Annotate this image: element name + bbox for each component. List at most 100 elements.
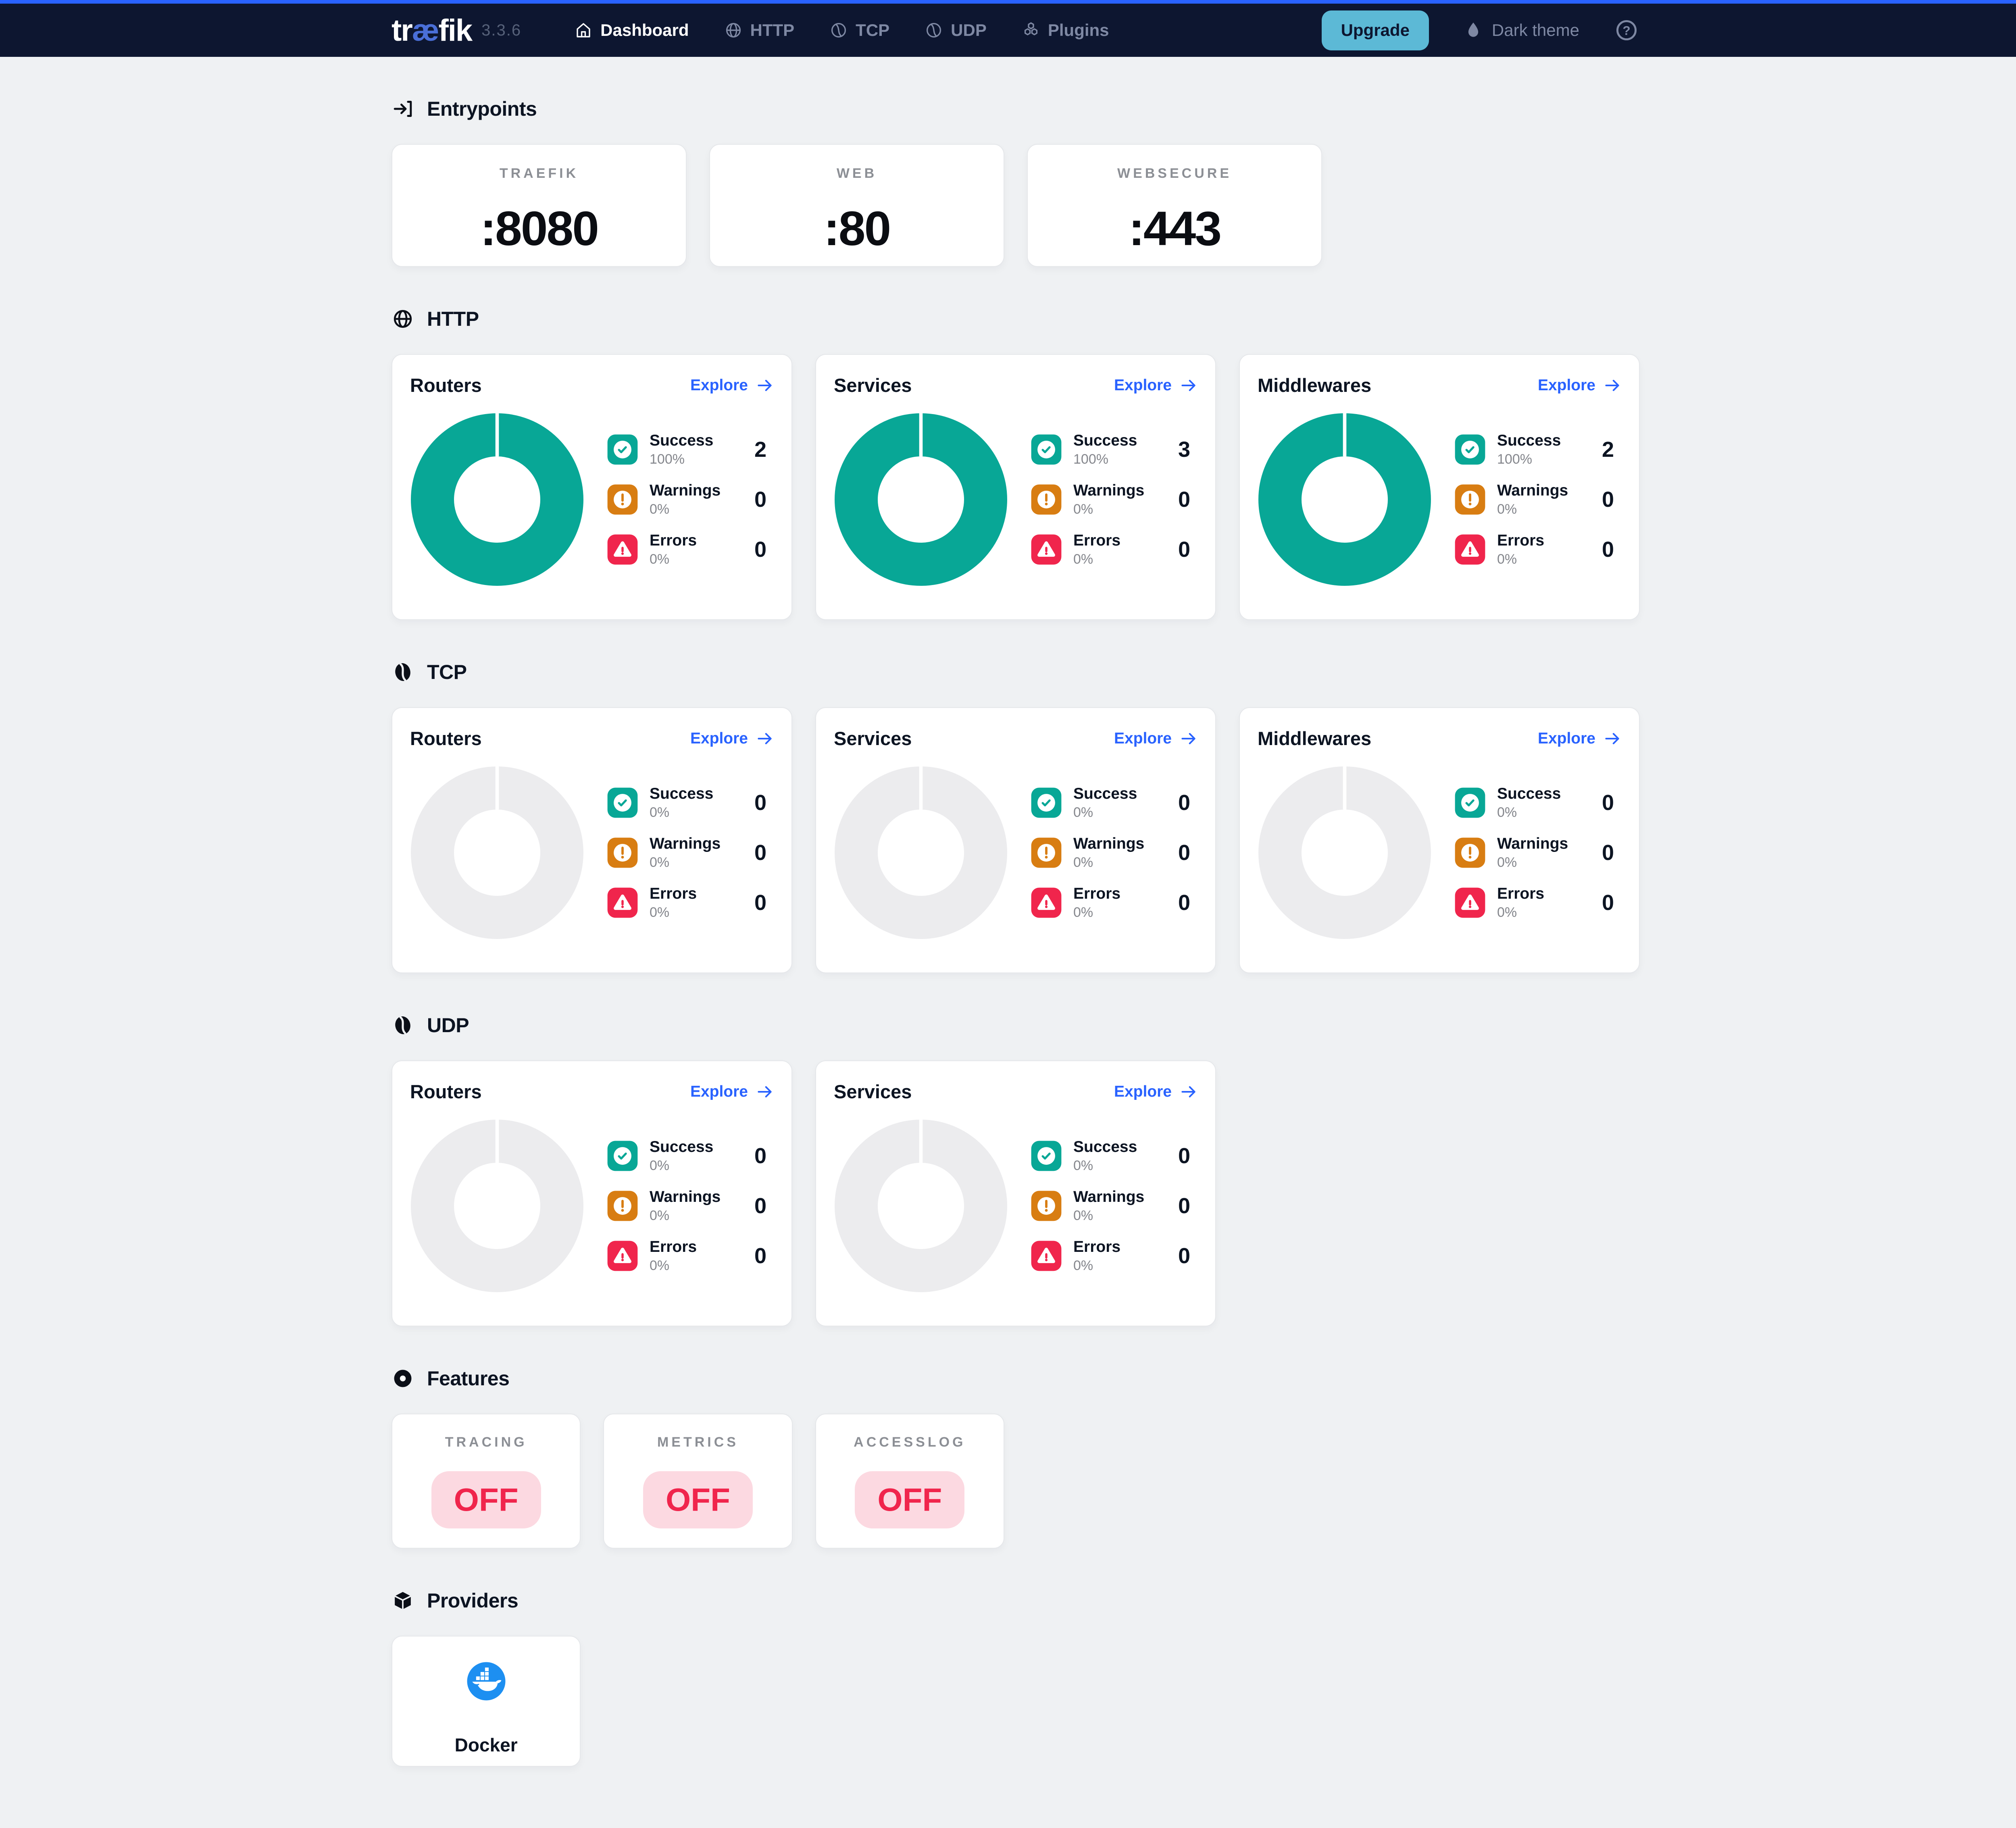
error-icon (607, 887, 638, 918)
card-title: Middlewares (1258, 375, 1372, 396)
features-grid: TRACING OFF METRICS OFF ACCESSLOG OFF (392, 1414, 1640, 1549)
donut-chart (835, 766, 1007, 939)
success-icon (1454, 787, 1486, 818)
udp-routers-card: Routers Explore Success 0% 0 Warnings 0% 0 (392, 1060, 792, 1326)
arrow-right-icon (1181, 379, 1195, 391)
stat-value: 2 (1602, 437, 1614, 462)
explore-link[interactable]: Explore (690, 377, 774, 394)
errors-row: Errors 0% 0 (1454, 885, 1621, 920)
tcp-routers-card: Routers Explore Success 0% 0 Warnings 0% 0 (392, 707, 792, 973)
errors-row: Errors 0% 0 (1031, 1238, 1198, 1274)
stat-value: 0 (1178, 1144, 1190, 1168)
errors-row: Errors 0% 0 (607, 532, 774, 567)
stat-percent: 0% (650, 552, 670, 567)
section-title: Features (427, 1367, 510, 1390)
explore-link[interactable]: Explore (690, 1083, 774, 1101)
success-row: Success 0% 0 (1454, 785, 1621, 820)
success-row: Success 0% 0 (607, 1138, 774, 1174)
logo-text: tr (392, 13, 413, 48)
success-icon (1031, 1140, 1062, 1172)
explore-link[interactable]: Explore (690, 730, 774, 747)
stat-label: Warnings (1073, 1188, 1145, 1205)
stat-percent: 100% (1497, 452, 1532, 467)
upgrade-button[interactable]: Upgrade (1321, 10, 1429, 50)
errors-row: Errors 0% 0 (607, 1238, 774, 1274)
success-row: Success 0% 0 (1031, 1138, 1198, 1174)
explore-label: Explore (1537, 729, 1595, 747)
section-providers-heading: Providers (392, 1589, 1640, 1612)
stat-value: 0 (754, 537, 766, 562)
arrow-right-icon (1181, 1086, 1195, 1097)
help-button[interactable]: ? (1613, 17, 1640, 44)
success-icon (607, 1140, 638, 1172)
explore-link[interactable]: Explore (1114, 1083, 1198, 1101)
error-icon (1031, 1240, 1062, 1272)
section-http-heading: HTTP (392, 307, 1640, 331)
stat-label: Errors (1497, 885, 1545, 902)
warning-icon (1031, 837, 1062, 868)
stat-label: Warnings (1073, 482, 1145, 499)
stat-value: 0 (1602, 841, 1614, 865)
explore-link[interactable]: Explore (1114, 377, 1198, 394)
success-row: Success 100% 3 (1031, 432, 1198, 467)
error-icon (607, 534, 638, 565)
stat-percent: 0% (650, 1208, 670, 1223)
stat-value: 0 (754, 487, 766, 512)
nav-item-udp[interactable]: UDP (924, 21, 987, 40)
success-row: Success 0% 0 (607, 785, 774, 820)
warning-icon (1454, 837, 1486, 868)
dark-theme-toggle[interactable]: Dark theme (1463, 20, 1579, 41)
nav-item-http[interactable]: HTTP (724, 21, 794, 40)
explore-link[interactable]: Explore (1538, 377, 1621, 394)
question-icon: ? (1616, 20, 1637, 41)
nav-item-dashboard[interactable]: Dashboard (574, 21, 689, 40)
traefik-logo[interactable]: træfik (392, 13, 473, 48)
stat-label: Errors (1497, 532, 1545, 549)
warning-icon (607, 484, 638, 515)
stat-label: Success (650, 1138, 714, 1156)
stat-label: Warnings (1497, 482, 1568, 499)
stat-percent: 0% (1497, 552, 1517, 567)
stat-percent: 0% (1073, 855, 1093, 870)
tcp-services-card: Services Explore Success 0% 0 Warnings 0% … (815, 707, 1216, 973)
svg-text:?: ? (1622, 23, 1630, 38)
stat-value: 0 (1178, 891, 1190, 915)
stat-percent: 0% (650, 805, 670, 820)
explore-link[interactable]: Explore (1114, 730, 1198, 747)
features-icon (394, 1370, 412, 1387)
stat-value: 0 (754, 1194, 766, 1218)
warnings-row: Warnings 0% 0 (607, 835, 774, 870)
warning-icon (1031, 484, 1062, 515)
stat-percent: 0% (650, 502, 670, 517)
arrow-right-icon (758, 1086, 772, 1097)
stat-value: 0 (1178, 841, 1190, 865)
feature-card-metrics: METRICS OFF (603, 1414, 793, 1549)
donut-chart (835, 413, 1007, 586)
http-services-card: Services Explore Success 100% 3 Warnings 0… (815, 354, 1216, 620)
globe-icon (726, 23, 741, 38)
warnings-row: Warnings 0% 0 (1454, 835, 1621, 870)
section-entrypoints-heading: Entrypoints (392, 97, 1640, 121)
stream-icon (395, 663, 410, 681)
success-icon (1031, 434, 1062, 465)
stat-percent: 0% (1497, 805, 1517, 820)
stat-percent: 0% (650, 1158, 670, 1173)
stat-label: Warnings (1073, 835, 1145, 852)
stat-percent: 0% (650, 1258, 670, 1273)
stat-value: 0 (754, 841, 766, 865)
version-label: 3.3.6 (481, 21, 522, 39)
stat-label: Success (1073, 785, 1137, 802)
udp-grid: Routers Explore Success 0% 0 Warnings 0% 0 (392, 1060, 1640, 1326)
errors-row: Errors 0% 0 (1454, 532, 1621, 567)
warnings-row: Warnings 0% 0 (607, 482, 774, 517)
explore-link[interactable]: Explore (1538, 730, 1621, 747)
entrypoints-icon (394, 101, 412, 117)
providers-grid: Docker (392, 1636, 1640, 1767)
providers-icon (394, 1592, 411, 1609)
nav-item-plugins[interactable]: Plugins (1021, 21, 1109, 40)
warning-icon (607, 837, 638, 868)
nav-item-tcp[interactable]: TCP (829, 21, 889, 40)
donut-chart (835, 1120, 1007, 1292)
logo-text: fik (438, 13, 473, 48)
success-row: Success 100% 2 (1454, 432, 1621, 467)
